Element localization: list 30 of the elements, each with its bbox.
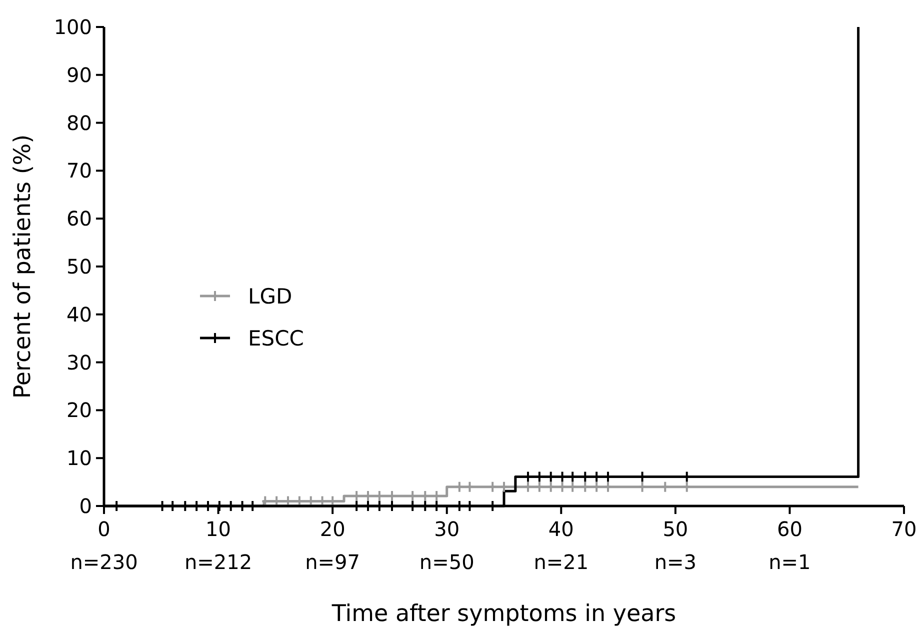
y-tick-label: 80	[66, 110, 92, 135]
legend-label: LGD	[248, 284, 292, 308]
text: n=230	[70, 550, 138, 574]
y-tick-label: 70	[66, 158, 92, 183]
y-tick-label: 50	[66, 254, 92, 278]
text: n=50	[419, 550, 474, 574]
x-tick-label: 10	[206, 517, 232, 541]
text: n=21	[534, 550, 589, 574]
x-axis-title: Time after symptoms in years	[330, 601, 676, 627]
x-tick-label: 20	[320, 517, 346, 541]
y-tick-label: 20	[66, 398, 92, 422]
text: n=3	[654, 550, 697, 574]
x-tick-label: 0	[98, 517, 110, 541]
y-tick-label: 100	[54, 15, 92, 39]
y-tick-label: 90	[66, 62, 92, 87]
legend-label: ESCC	[248, 326, 304, 350]
text: n=1	[768, 550, 811, 574]
text: n=212	[184, 550, 252, 574]
y-tick-label: 40	[66, 302, 92, 326]
y-axis-title: Percent of patients (%)	[10, 134, 36, 399]
y-tick-label: 60	[66, 206, 92, 231]
x-tick-label: 60	[776, 517, 802, 541]
y-tick-label: 10	[66, 446, 92, 470]
x-tick-label: 70	[891, 517, 917, 541]
y-tick-label: 0	[79, 494, 92, 518]
x-tick-label: 40	[548, 517, 574, 541]
x-tick-label: 50	[662, 517, 688, 541]
text: n=97	[305, 550, 360, 574]
x-tick-label: 30	[434, 517, 460, 541]
y-tick-label: 30	[66, 350, 92, 374]
